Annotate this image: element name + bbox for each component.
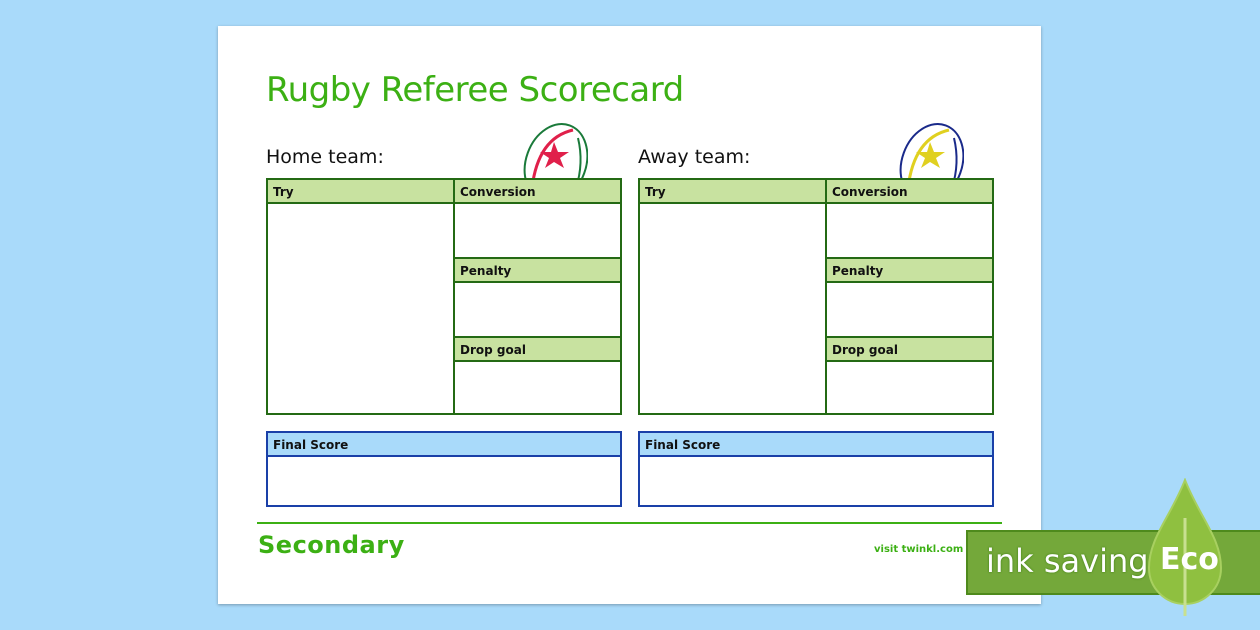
home-final-score-header: Final Score [268, 433, 620, 457]
away-drop-goal-header: Drop goal [827, 336, 992, 362]
home-try-header: Try [268, 180, 453, 204]
away-try-header: Try [640, 180, 825, 204]
brand-secondary-logo: Secondary [258, 531, 405, 559]
away-score-table: Try Conversion Penalty Drop goal [638, 178, 994, 415]
eco-label: Eco [1160, 542, 1219, 577]
scorecard-page: Rugby Referee Scorecard Home team: Try C… [218, 26, 1041, 604]
home-final-score-box[interactable]: Final Score [266, 431, 622, 507]
away-penalty-header: Penalty [827, 257, 992, 283]
home-team-label: Home team: [266, 146, 384, 168]
away-team-label: Away team: [638, 146, 751, 168]
home-score-table: Try Conversion Penalty Drop goal [266, 178, 622, 415]
footer-divider [257, 522, 1002, 524]
leaf-drop-icon [1147, 478, 1223, 616]
ink-saving-text: ink saving [986, 542, 1149, 580]
home-penalty-header: Penalty [455, 257, 620, 283]
away-final-score-header: Final Score [640, 433, 992, 457]
away-final-score-box[interactable]: Final Score [638, 431, 994, 507]
home-conversion-header: Conversion [455, 180, 620, 204]
away-conversion-header: Conversion [827, 180, 992, 204]
home-drop-goal-header: Drop goal [455, 336, 620, 362]
page-title: Rugby Referee Scorecard [266, 70, 684, 110]
twinkl-link[interactable]: visit twinkl.com [874, 544, 964, 555]
